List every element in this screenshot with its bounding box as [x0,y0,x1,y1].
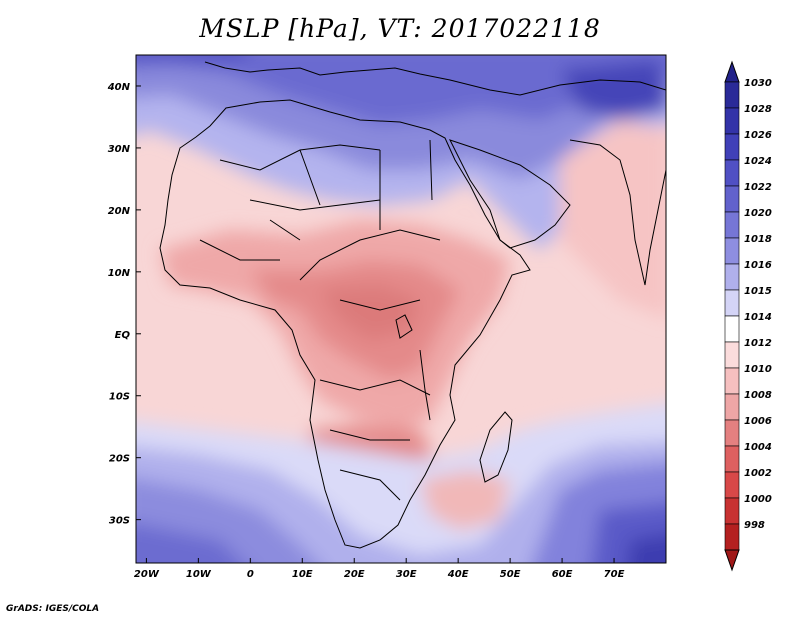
colorbar-label: 1030 [744,78,772,89]
colorbar-label: 1020 [744,208,772,219]
europe-coastline [204,61,666,96]
colorbar-swatch [724,419,740,447]
colorbar-swatch [724,211,740,239]
lat-tick-label: 30S [109,516,130,527]
lon-tick-label: 30E [396,569,417,580]
grads-credit: GrADS: IGES/COLA [6,604,100,614]
lat-tick-label: 20S [109,454,130,465]
colorbar-label: 1026 [744,130,772,141]
colorbar-label: 1004 [744,442,772,453]
lat-tick-label: 30N [108,144,131,155]
colorbar-swatch [724,237,740,265]
colorbar-label: 1006 [744,416,772,427]
colorbar-swatch [724,393,740,421]
arabia-coastline [449,139,571,249]
lon-tick-label: 20E [344,569,365,580]
colorbar-top-arrow [724,60,740,83]
colorbar-swatch [724,263,740,291]
lat-tick-label: 40N [107,82,131,93]
africa-coastline [159,99,531,549]
lon-tick-label: 60E [552,569,573,580]
map-frame [135,54,667,564]
pressure-field [136,55,666,563]
colorbar-label: 1022 [744,182,772,193]
colorbar-swatch [724,367,740,395]
lon-tick-label: 70E [604,569,625,580]
lon-tick-label: 20W [134,569,160,580]
colorbar-label: 1000 [744,494,772,505]
colorbar-label: 1014 [744,312,772,323]
colorbar-label: 1008 [744,390,772,401]
lat-tick-label: 10S [109,392,130,403]
lon-tick-label: 10E [292,569,313,580]
lake-victoria [395,314,413,339]
colorbar-swatch [724,497,740,525]
latitude-axis: 40N 30N 20N 10N EQ 10S 20S 30S [107,82,141,527]
lat-tick-label: 10N [108,268,131,279]
colorbar-swatch [724,315,740,343]
colorbar-bottom-arrow [724,549,740,572]
colorbar-swatch [724,471,740,499]
lon-tick-label: 0 [247,569,254,580]
colorbar-swatch [724,289,740,317]
lon-tick-label: 50E [500,569,521,580]
colorbar-swatch [724,159,740,187]
madagascar-coastline [479,411,513,483]
lat-tick-label: EQ [115,330,131,341]
colorbar-label: 1002 [744,468,772,479]
lon-tick-label: 10W [186,569,212,580]
longitude-axis: 20W 10W 0 10E 20E 30E 40E 50E 60E 70E [134,558,625,580]
colorbar-label: 1012 [744,338,772,349]
country-borders [199,139,441,501]
lon-tick-label: 40E [447,569,469,580]
map-title: MSLP [hPa], VT: 2017022118 [199,14,601,43]
lake-malawi [419,349,431,421]
colorbar-label: 1018 [744,234,772,245]
lat-tick-label: 20N [108,206,131,217]
colorbar-swatch [724,133,740,161]
coastlines [159,61,666,549]
colorbar-label: 1015 [744,286,772,297]
colorbar-label: 1010 [744,364,772,375]
colorbar-label: 998 [744,520,765,531]
colorbar-label: 1028 [744,104,772,115]
colorbar-swatch [724,445,740,473]
india-coastline [569,139,666,286]
colorbar-swatch [724,107,740,135]
colorbar-label: 1016 [744,260,772,271]
colorbar-swatch [724,185,740,213]
colorbar: 1030 1028 1026 1024 1022 1020 1018 1016 1015 1014… [724,60,772,572]
colorbar-swatch [724,341,740,369]
colorbar-swatch [724,523,740,551]
colorbar-swatch [724,81,740,109]
colorbar-label: 1024 [744,156,772,167]
